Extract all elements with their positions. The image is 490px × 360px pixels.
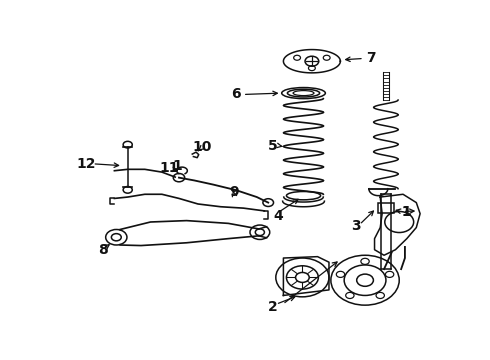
Text: 3: 3 <box>351 219 360 233</box>
Text: 1: 1 <box>401 205 411 219</box>
Text: 8: 8 <box>98 243 108 257</box>
Text: 7: 7 <box>366 51 375 66</box>
Text: 9: 9 <box>229 185 239 199</box>
Text: 1: 1 <box>401 205 411 219</box>
Text: 10: 10 <box>192 140 212 154</box>
Text: 11: 11 <box>160 162 179 175</box>
Text: 1: 1 <box>172 159 182 173</box>
Text: 5: 5 <box>269 139 278 153</box>
Text: 4: 4 <box>273 208 283 222</box>
Text: 6: 6 <box>231 87 241 102</box>
Text: 2: 2 <box>269 300 278 314</box>
Text: 12: 12 <box>76 157 96 171</box>
